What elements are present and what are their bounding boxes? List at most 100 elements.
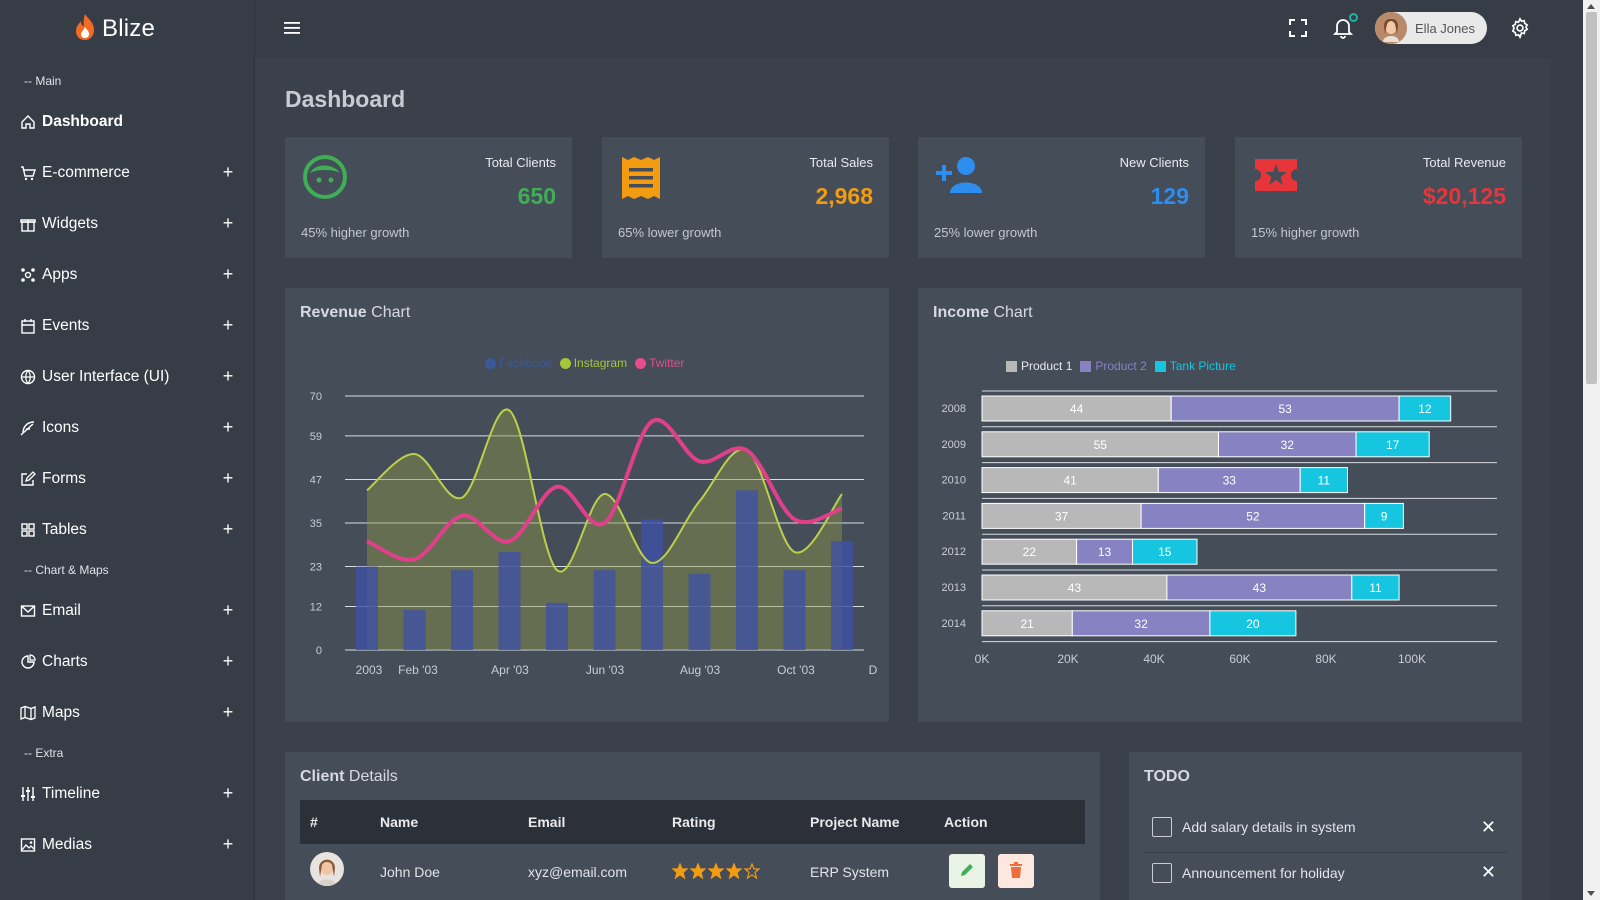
- settings-gear-icon[interactable]: [1509, 17, 1531, 39]
- bar-segment: [1355, 431, 1430, 458]
- legend-item[interactable]: Facebook: [485, 356, 552, 370]
- todo-label: Add salary details in system: [1182, 819, 1356, 835]
- brand[interactable]: Blize: [0, 0, 254, 58]
- delete-button[interactable]: [998, 854, 1034, 888]
- close-icon[interactable]: ✕: [1480, 862, 1496, 882]
- expand-plus-icon[interactable]: +: [222, 417, 234, 437]
- bar-facebook: [593, 570, 616, 650]
- bar-segment: [1209, 610, 1297, 637]
- sidebar-item-e-commerce[interactable]: E-commerce +: [0, 147, 254, 198]
- client-email: xyz@email.com: [528, 864, 628, 880]
- expand-plus-icon[interactable]: +: [222, 213, 234, 233]
- nav-section-extra: -- Extra: [24, 746, 64, 760]
- fullscreen-icon[interactable]: [1289, 19, 1308, 37]
- user-name: Ella Jones: [1415, 20, 1475, 36]
- grid-icon: [20, 522, 36, 538]
- sidebar-item-user-interface-ui[interactable]: User Interface (UI) +: [0, 351, 254, 402]
- sidebar-item-timeline[interactable]: Timeline +: [0, 768, 254, 819]
- legend-item[interactable]: Product 2: [1080, 359, 1147, 373]
- star-filled-icon: [725, 861, 743, 882]
- bar-segment: [1398, 395, 1452, 422]
- bar-segment: [1299, 467, 1349, 494]
- data-label: 12: [1418, 402, 1432, 416]
- data-label: 41: [1063, 474, 1077, 488]
- expand-plus-icon[interactable]: +: [222, 366, 234, 386]
- expand-plus-icon[interactable]: +: [222, 600, 234, 620]
- edit-button[interactable]: [949, 854, 985, 888]
- data-label: 20: [1246, 617, 1260, 631]
- data-label: 37: [1055, 509, 1069, 523]
- notification-bell-icon[interactable]: [1333, 13, 1359, 39]
- legend-item[interactable]: Product 1: [1006, 359, 1072, 373]
- todo-checkbox[interactable]: [1152, 862, 1172, 883]
- stat-label: Total Clients: [485, 155, 556, 170]
- data-label: 21: [1020, 617, 1034, 631]
- col-header-name[interactable]: Name: [380, 814, 419, 830]
- close-icon[interactable]: ✕: [1480, 816, 1496, 837]
- row-actions: [949, 854, 1047, 888]
- x-tick-label: 100K: [1398, 652, 1426, 666]
- col-header-index: #: [310, 814, 318, 830]
- sidebar-item-icons[interactable]: Icons +: [0, 402, 254, 453]
- legend-label: Product 1: [1021, 359, 1073, 373]
- sidebar-item-apps[interactable]: Apps +: [0, 249, 254, 300]
- y-category-label: 2014: [942, 618, 966, 630]
- expand-plus-icon[interactable]: +: [222, 702, 234, 722]
- sidebar-item-email[interactable]: Email +: [0, 585, 254, 636]
- stat-value: 650: [517, 183, 556, 209]
- data-label: 15: [1158, 545, 1172, 559]
- scroll-up-arrow-icon[interactable]: [1587, 4, 1595, 9]
- sidebar-item-label: Widgets: [42, 214, 98, 232]
- expand-plus-icon[interactable]: +: [222, 519, 234, 539]
- col-header-project[interactable]: Project Name: [810, 814, 900, 830]
- stat-card-total-clients: Total Clients 650 45% higher growth: [285, 137, 572, 258]
- stat-footnote: 15% higher growth: [1251, 225, 1360, 240]
- sidebar-item-events[interactable]: Events +: [0, 300, 254, 351]
- sidebar-item-forms[interactable]: Forms +: [0, 453, 254, 504]
- expand-plus-icon[interactable]: +: [222, 651, 234, 671]
- sidebar-item-dashboard[interactable]: Dashboard: [0, 96, 254, 147]
- stat-footnote: 65% lower growth: [618, 225, 722, 240]
- sidebar-item-medias[interactable]: Medias +: [0, 819, 254, 870]
- col-header-email[interactable]: Email: [528, 814, 566, 830]
- y-tick-label: 47: [310, 474, 322, 486]
- expand-plus-icon[interactable]: +: [222, 264, 234, 284]
- col-header-action: Action: [944, 814, 988, 830]
- legend-item[interactable]: Twitter: [635, 356, 684, 370]
- sidebar-item-tables[interactable]: Tables +: [0, 504, 254, 555]
- stat-card-new-clients: New Clients 129 25% lower growth: [918, 137, 1205, 258]
- data-label: 9: [1381, 509, 1388, 523]
- notification-dot: [1349, 13, 1359, 22]
- top-header: Ella Jones: [255, 0, 1551, 58]
- page-scrollbar[interactable]: [1583, 0, 1600, 900]
- scroll-down-arrow-icon[interactable]: [1587, 891, 1595, 896]
- bar-facebook: [688, 573, 711, 650]
- todo-checkbox[interactable]: [1152, 817, 1172, 837]
- col-header-rating[interactable]: Rating: [672, 814, 716, 830]
- sidebar-item-label: Charts: [42, 652, 88, 670]
- expand-plus-icon[interactable]: +: [222, 834, 234, 854]
- sidebar-item-charts[interactable]: Charts +: [0, 636, 254, 687]
- scrollbar-thumb[interactable]: [1586, 12, 1597, 384]
- sidebar-item-widgets[interactable]: Widgets +: [0, 198, 254, 249]
- expand-plus-icon[interactable]: +: [222, 783, 234, 803]
- bar-facebook: [498, 552, 521, 650]
- todo-item: Announcement for holiday ✕: [1144, 852, 1508, 892]
- user-menu[interactable]: Ella Jones: [1375, 12, 1487, 44]
- income-legend: Product 1 Product 2 Tank Picture: [1006, 359, 1244, 373]
- y-tick-label: 70: [310, 391, 322, 403]
- x-tick-label: 20K: [1057, 652, 1078, 666]
- legend-item[interactable]: Instagram: [559, 356, 627, 370]
- sidebar-item-maps[interactable]: Maps +: [0, 687, 254, 738]
- menu-toggle-icon[interactable]: [283, 20, 301, 41]
- revenue-chart-card: Revenue Chart Facebook Instagram Twitter 0…: [285, 288, 889, 722]
- x-tick-label: Aug '03: [680, 663, 721, 677]
- expand-plus-icon[interactable]: +: [222, 162, 234, 182]
- expand-plus-icon[interactable]: +: [222, 468, 234, 488]
- expand-plus-icon[interactable]: +: [222, 315, 234, 335]
- receipt-icon: [620, 155, 662, 206]
- calendar-icon: [20, 318, 36, 334]
- sidebar-item-label: User Interface (UI): [42, 367, 170, 385]
- data-label: 53: [1278, 402, 1292, 416]
- legend-item[interactable]: Tank Picture: [1154, 359, 1236, 373]
